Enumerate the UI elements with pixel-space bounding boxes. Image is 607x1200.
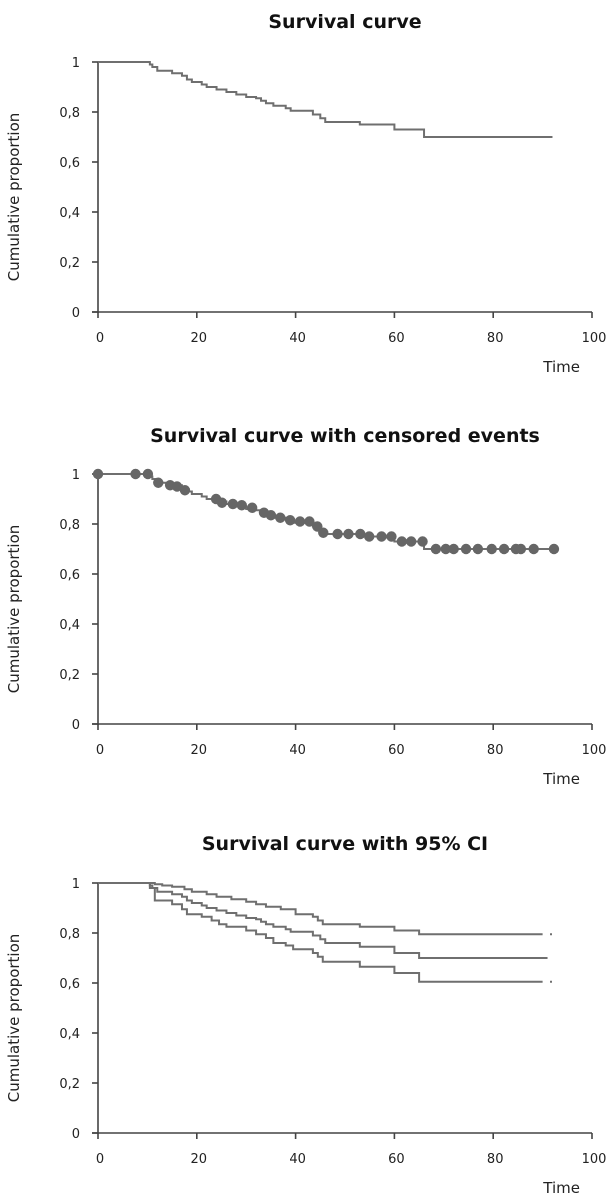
censored-marker [440, 543, 451, 555]
censored-marker [142, 468, 154, 480]
censored-marker [318, 527, 329, 538]
censored-marker [216, 497, 228, 508]
censored-marker [472, 543, 484, 555]
x-tick-label: 60 [388, 1152, 405, 1167]
censored-marker [179, 485, 191, 496]
censored-marker [294, 516, 306, 527]
censored-marker [130, 468, 141, 480]
y-tick-label: 0,6 [59, 156, 80, 171]
censored-marker [171, 481, 183, 492]
censored-marker [528, 543, 539, 555]
x-tick-label: 100 [582, 331, 607, 346]
x-tick-label: 0 [96, 331, 104, 346]
censored-marker [275, 512, 286, 523]
x-tick-label: 100 [582, 743, 607, 758]
survival-step-line-survival [98, 61, 553, 138]
x-tick-label: 80 [487, 743, 504, 758]
censored-marker [548, 543, 560, 555]
y-tick-label: 0,2 [59, 1077, 80, 1092]
y-axis-label: Cumulative proportion [5, 525, 23, 694]
y-tick-label: 0,8 [59, 106, 80, 121]
chart-title: Survival curve with 95% CI [202, 833, 488, 855]
x-tick-label: 20 [191, 743, 208, 758]
censored-marker [236, 500, 247, 511]
censored-marker [265, 510, 277, 521]
y-tick-label: 0 [72, 718, 80, 733]
censored-marker [460, 543, 472, 555]
y-tick-label: 0,2 [59, 256, 80, 271]
chart-title: Survival curve [268, 11, 421, 33]
y-tick-label: 0,8 [59, 927, 80, 942]
censored-marker [284, 515, 296, 526]
censored-marker [498, 543, 510, 555]
censored-marker [396, 536, 408, 547]
y-tick-label: 0,4 [59, 618, 80, 633]
censored-marker [515, 543, 527, 555]
y-tick-label: 0,6 [59, 568, 80, 583]
censored-marker [227, 498, 239, 510]
survival-step-line-upper-95-ci [98, 882, 543, 936]
y-tick-label: 0,4 [59, 206, 80, 221]
chart-title: Survival curve with censored events [150, 425, 540, 447]
censored-marker [376, 531, 387, 542]
x-tick-label: 80 [487, 1152, 504, 1167]
x-tick-label: 40 [289, 331, 306, 346]
survival-step-line-lower-95-ci [98, 882, 543, 983]
y-tick-label: 1 [72, 56, 80, 71]
censored-marker [355, 528, 366, 540]
censored-marker [332, 528, 343, 540]
x-tick-label: 20 [191, 331, 208, 346]
x-tick-label: 100 [582, 1152, 607, 1167]
y-tick-label: 1 [72, 468, 80, 483]
y-tick-label: 1 [72, 877, 80, 892]
censored-marker [246, 502, 258, 513]
y-tick-label: 0,4 [59, 1027, 80, 1042]
y-tick-label: 0 [72, 1127, 80, 1142]
x-tick-label: 80 [487, 331, 504, 346]
censored-marker [153, 477, 164, 488]
x-tick-label: 0 [96, 1152, 104, 1167]
censored-marker [364, 531, 375, 542]
x-tick-label: 60 [388, 331, 405, 346]
censored-marker [386, 531, 397, 542]
x-axis-label: Time [542, 1179, 580, 1197]
y-axis-label: Cumulative proportion [5, 113, 23, 282]
x-axis-label: Time [542, 770, 580, 788]
y-tick-label: 0,8 [59, 518, 80, 533]
y-tick-label: 0,2 [59, 668, 80, 683]
x-tick-label: 40 [289, 1152, 306, 1167]
x-axis-label: Time [542, 358, 580, 376]
y-axis-label: Cumulative proportion [5, 934, 23, 1103]
censored-marker [448, 543, 459, 555]
censored-marker [486, 543, 497, 555]
censored-marker [430, 543, 442, 555]
x-tick-label: 60 [388, 743, 405, 758]
censored-marker [304, 516, 315, 527]
y-tick-label: 0,6 [59, 977, 80, 992]
x-tick-label: 0 [96, 743, 104, 758]
y-tick-label: 0 [72, 306, 80, 321]
censored-marker [405, 536, 417, 547]
survival-step-line-estimate [98, 882, 548, 959]
censored-marker [92, 468, 104, 480]
censored-marker [417, 536, 428, 547]
censored-marker [343, 528, 354, 540]
x-tick-label: 40 [289, 743, 306, 758]
x-tick-label: 20 [191, 1152, 208, 1167]
